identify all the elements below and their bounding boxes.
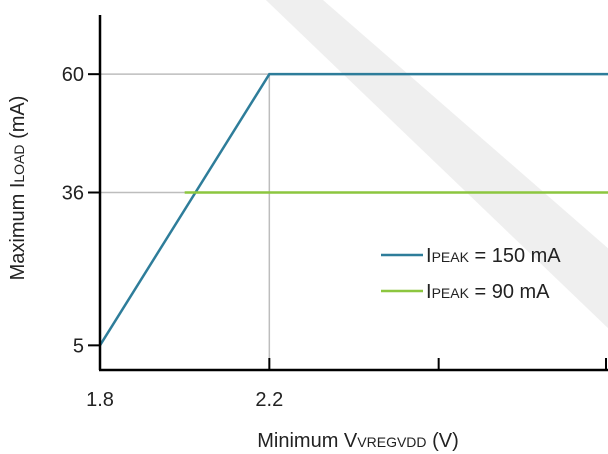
x-tick-label: 2.2: [255, 389, 283, 411]
series-line-0: [98, 72, 608, 347]
x-axis-label: Minimum VVREGVDD (V): [257, 430, 458, 452]
legend-label-90ma: IPEAK = 90 mA: [426, 281, 550, 303]
legend: IPEAK = 150 mA IPEAK = 90 mA: [381, 245, 561, 303]
y-tick-label: 60: [62, 64, 84, 86]
legend-item-150ma: IPEAK = 150 mA: [381, 245, 561, 267]
x-tick-label: 1.8: [86, 389, 114, 411]
watermark: [265, 0, 608, 329]
y-tick-label: 36: [62, 183, 84, 205]
legend-item-90ma: IPEAK = 90 mA: [381, 281, 550, 303]
y-tick-label: 5: [73, 335, 84, 357]
series-layer: [98, 72, 608, 347]
y-axis-label: Maximum ILOAD (mA): [7, 96, 29, 281]
legend-label-150ma: IPEAK = 150 mA: [426, 245, 561, 267]
watermark-stroke: [265, 0, 608, 329]
ticks: 5 36 60 1.8 2.2: [62, 64, 607, 411]
